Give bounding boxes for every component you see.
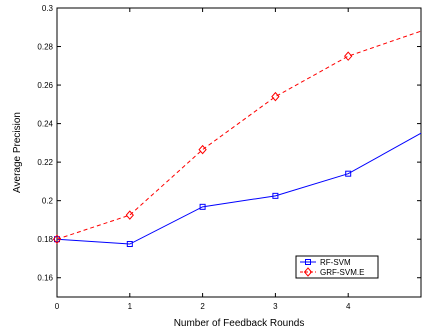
data-point-rf-svm: [54, 236, 60, 243]
series-rf-svm: [54, 132, 422, 248]
series-grf-svm-e: [52, 30, 422, 244]
y-tick-label: 0.3: [42, 4, 54, 13]
data-point-rf-svm: [199, 203, 206, 210]
data-point-rf-svm: [345, 170, 352, 177]
data-point-grf-svm-e: [271, 91, 280, 102]
x-tick-label: 0: [55, 302, 60, 311]
y-tick-label: 0.16: [37, 274, 53, 283]
data-point-grf-svm-e: [125, 210, 134, 220]
x-tick-label: 1: [128, 302, 133, 311]
y-tick-label: 0.2: [42, 197, 54, 206]
legend-box: [295, 255, 379, 279]
legend-label-rf-svm: RF-SVM: [320, 258, 351, 267]
x-tick-label: 3: [273, 302, 278, 311]
axes: 0 1 2 3 4 0.16 0.18 0.2 0.22 0.24 0.26 0.28 0.3: [37, 4, 422, 311]
y-tick-label: 0.18: [37, 235, 53, 244]
x-tick-label: 4: [346, 302, 351, 311]
y-tick-label: 0.24: [37, 120, 53, 129]
series-line-rf-svm: [56, 132, 422, 245]
y-axis-label: Average Precision: [12, 112, 23, 193]
series-line-grf-svm-e: [56, 30, 422, 240]
x-tick-label: 2: [200, 302, 205, 311]
series-layer: [52, 30, 422, 248]
data-point-grf-svm-e: [198, 144, 207, 155]
y-tick-label: 0.28: [37, 43, 53, 52]
y-tick-label: 0.26: [37, 81, 53, 90]
y-tick-label: 0.22: [37, 158, 53, 167]
data-point-grf-svm-e: [344, 51, 353, 61]
data-point-rf-svm: [272, 192, 279, 199]
plot-frame: [56, 7, 422, 298]
legend-marker-rf-svm: [305, 259, 311, 265]
data-point-rf-svm: [126, 241, 133, 248]
legend-marker-grf-svm-e: [303, 267, 313, 277]
x-axis-label: Number of Feedback Rounds: [174, 318, 305, 329]
data-point-grf-svm-e: [52, 234, 62, 244]
legend-label-grf-svm-e: GRF-SVM.E: [320, 268, 364, 277]
